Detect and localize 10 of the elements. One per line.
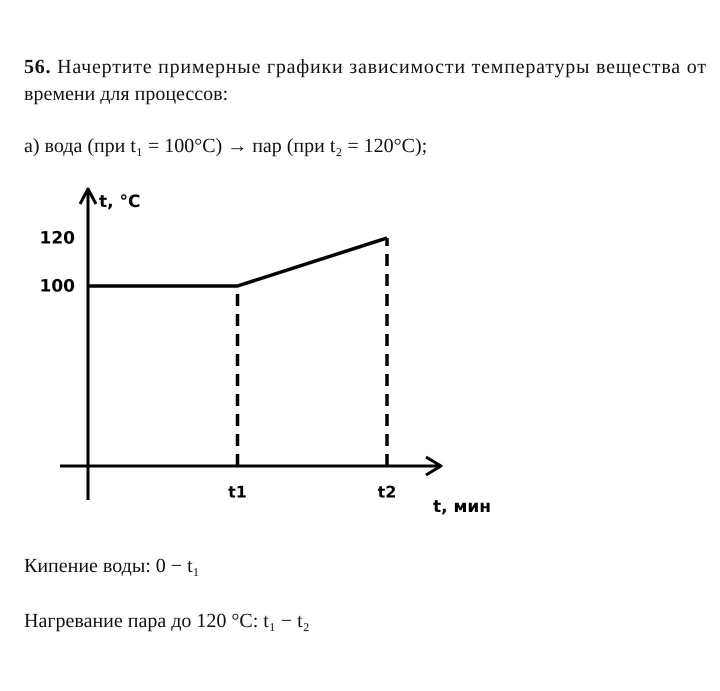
- y-tick-label: 100: [40, 276, 76, 296]
- x-axis-title: t, мин: [433, 497, 492, 517]
- chart-subtitle: а) вода (при t₁ = 100°C) → пар (при t₂ = 120°C);: [24, 135, 428, 157]
- y-axis-title: t, °C: [99, 192, 140, 212]
- x-tick-label: t2: [378, 482, 396, 502]
- text: Кипение воды: 0 − t₁: [24, 555, 200, 577]
- x-tick-label: t1: [228, 482, 247, 502]
- chart-title: 56. Начертите примерные графики зависимости температуры вещества от времени для процессов:: [24, 56, 706, 105]
- text: Нагревание пара до 120 °C: t₁ − t₂: [24, 610, 310, 632]
- y-tick-label: 120: [40, 228, 76, 248]
